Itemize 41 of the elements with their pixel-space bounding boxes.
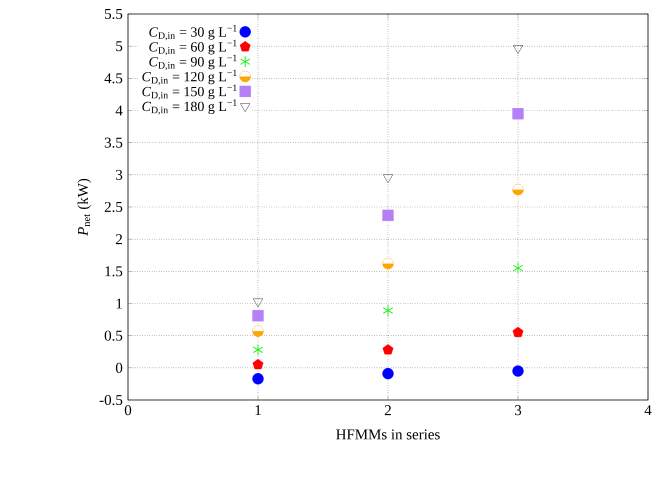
y-tick-label: 5 xyxy=(116,41,122,52)
point xyxy=(512,326,524,338)
point xyxy=(253,298,263,308)
y-tick-label: 0.5 xyxy=(104,330,122,341)
y-axis-title: P$_{net}$ (kW) xyxy=(77,178,91,236)
x-tick-label: 3 xyxy=(514,405,522,416)
legend-label: C$_{D,in}$ = 120 g L$^{−1}$ xyxy=(142,70,237,85)
x-axis-title: HFMMs in series xyxy=(336,429,440,440)
legend-label: C$_{D,in}$ = 90 g L$^{−1}$ xyxy=(149,54,237,70)
y-tick-label: 2 xyxy=(116,234,122,244)
y-tick-label: 2.5 xyxy=(104,202,122,212)
x-tick-label: 0 xyxy=(124,405,132,416)
point xyxy=(383,174,393,184)
y-tick-label: 3.5 xyxy=(104,138,122,148)
point xyxy=(382,368,394,380)
legend-label: C$_{D,in}$ = 60 g L$^{−1}$ xyxy=(149,40,237,56)
point xyxy=(513,45,523,54)
y-tick-label: 3 xyxy=(116,170,122,180)
point xyxy=(252,358,264,370)
point xyxy=(512,365,524,377)
x-tick-label: 2 xyxy=(384,405,391,416)
point xyxy=(252,310,264,322)
point xyxy=(512,262,524,274)
legend-label: C$_{D,in}$ = 180 g L$^{−1}$ xyxy=(142,99,237,115)
y-tick-label: -0.5 xyxy=(100,394,122,406)
y-tick-label: 5.5 xyxy=(105,9,122,20)
legend-label: C$_{D,in}$ = 30 g L$^{−1}$ xyxy=(149,24,237,40)
point xyxy=(252,344,264,356)
point xyxy=(512,108,524,120)
y-tick-label: 4.5 xyxy=(104,73,122,84)
point xyxy=(252,373,264,384)
y-tick-label: 1.5 xyxy=(105,266,122,276)
point xyxy=(382,344,394,354)
y-tick-label: 0 xyxy=(116,362,122,373)
point xyxy=(382,304,394,317)
point xyxy=(382,210,394,222)
x-tick-label: 4 xyxy=(644,405,652,416)
legend-label: C$_{D,in}$ = 150 g L$^{−1}$ xyxy=(142,84,237,100)
y-tick-label: 1 xyxy=(116,298,122,308)
x-tick-label: 1 xyxy=(256,405,261,416)
y-tick-label: 4 xyxy=(116,106,123,116)
